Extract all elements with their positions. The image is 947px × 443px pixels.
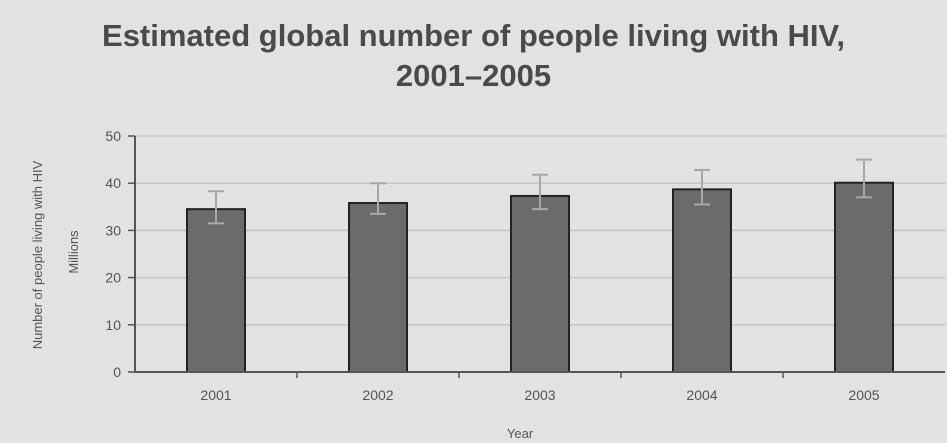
x-tick-labels: 2001 2002 2003 2004 2005 — [200, 387, 879, 403]
y-tick-label: 20 — [105, 270, 121, 286]
x-tick-label: 2002 — [362, 387, 393, 403]
bar — [510, 194, 570, 373]
y-tick-label: 30 — [105, 222, 121, 238]
x-tick-label: 2003 — [524, 387, 555, 403]
y-tick-labels: 0 10 20 30 40 50 — [105, 128, 121, 380]
chart-title-line-2: 2001–2005 — [395, 58, 552, 93]
bar — [672, 188, 732, 373]
y-tick-label: 0 — [113, 364, 121, 380]
y-tick-label: 50 — [105, 128, 121, 144]
x-axis-title: Year — [507, 426, 534, 441]
x-tick-label: 2005 — [848, 387, 879, 403]
x-tick-label: 2001 — [200, 387, 231, 403]
y-tick-label: 40 — [105, 175, 121, 191]
x-tick-label: 2004 — [686, 387, 717, 403]
bar — [834, 181, 894, 373]
y-tick-label: 10 — [105, 317, 121, 333]
y-axis-title: Number of people living with HIV — [30, 160, 45, 349]
chart-title-line-1: Estimated global number of people living… — [102, 18, 845, 53]
bar — [348, 202, 408, 373]
axes — [134, 136, 945, 373]
chart-title: Estimated global number of people living… — [0, 16, 947, 96]
error-bars — [208, 158, 872, 225]
y-axis-unit-label: Millions — [66, 230, 81, 274]
bar — [186, 208, 246, 373]
